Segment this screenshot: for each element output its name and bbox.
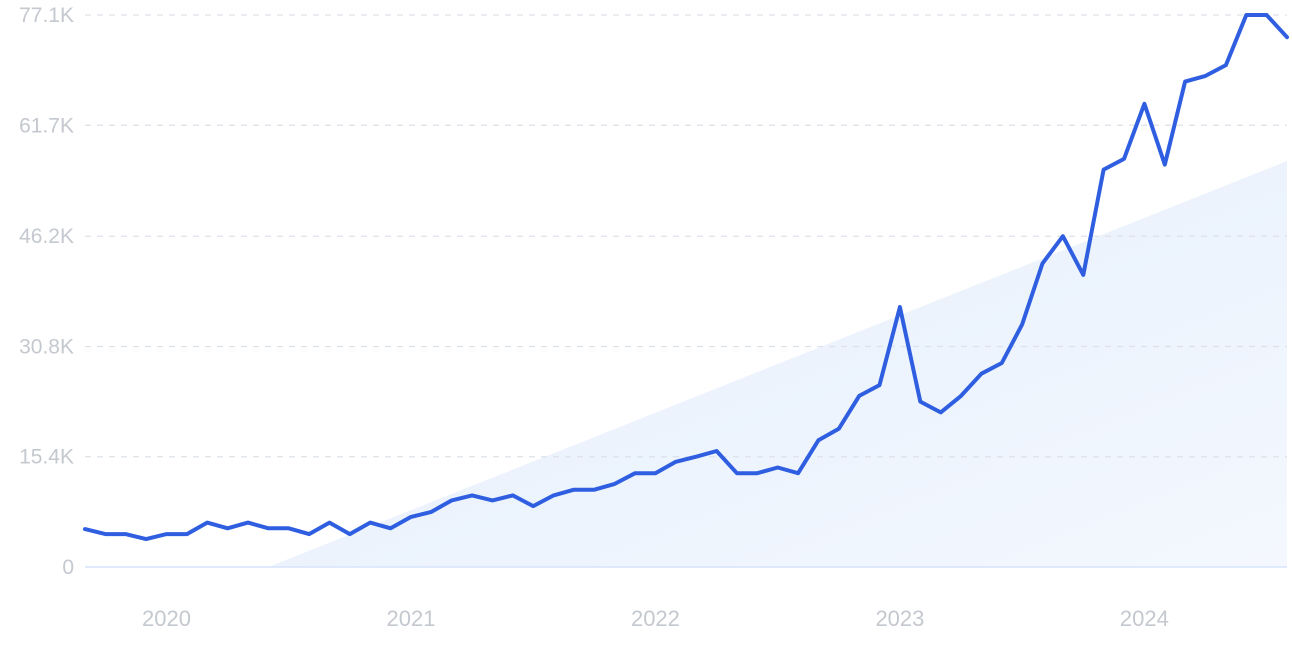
data-point [959, 394, 963, 398]
data-point [1122, 157, 1126, 161]
data-point [592, 488, 596, 492]
data-point [857, 394, 861, 398]
y-tick-label: 77.1K [19, 4, 74, 27]
data-point [939, 410, 943, 414]
data-point [1183, 80, 1187, 84]
data-point [816, 438, 820, 442]
series-line [83, 13, 1289, 542]
x-tick-label: 2024 [1120, 606, 1169, 631]
data-point [470, 493, 474, 497]
data-point [103, 532, 107, 536]
data-point [389, 526, 393, 530]
data-point [348, 532, 352, 536]
data-point [328, 521, 331, 525]
data-point [1265, 13, 1269, 17]
data-point [83, 527, 87, 531]
data-point [409, 515, 413, 519]
data-point [124, 532, 128, 536]
data-point [226, 526, 230, 530]
data-point [1102, 168, 1106, 172]
data-point [898, 305, 902, 309]
x-tick-label: 2020 [142, 606, 191, 631]
data-point [1142, 102, 1146, 106]
data-point [144, 537, 148, 541]
data-point [491, 498, 494, 502]
trend-area [268, 161, 1287, 567]
data-point [1224, 63, 1228, 67]
data-point [307, 532, 311, 536]
data-point [694, 455, 698, 459]
data-point [1081, 273, 1085, 277]
data-point [1020, 322, 1024, 326]
data-point [1163, 163, 1167, 167]
data-point [979, 372, 983, 376]
y-tick-label: 30.8K [19, 335, 74, 358]
y-tick-label: 46.2K [19, 225, 74, 248]
data-point [796, 471, 800, 475]
data-point [878, 383, 881, 387]
x-tick-label: 2021 [386, 606, 435, 631]
data-point [1244, 13, 1248, 17]
data-point [1204, 74, 1207, 78]
data-point [572, 488, 576, 492]
data-point [368, 521, 372, 525]
data-point [755, 471, 759, 475]
data-point [287, 526, 291, 530]
data-point [1061, 234, 1065, 238]
data-point [205, 521, 209, 525]
data-point [918, 400, 922, 404]
data-point [1041, 261, 1044, 265]
data-point [1000, 361, 1004, 365]
data-point [552, 493, 556, 497]
y-tick-label: 0 [62, 556, 74, 579]
data-point [266, 526, 270, 530]
data-point [674, 460, 678, 464]
data-point [1285, 35, 1289, 39]
data-point [165, 532, 168, 536]
data-point [735, 471, 739, 475]
data-point [429, 510, 433, 514]
data-point [776, 466, 780, 469]
data-point [246, 521, 250, 525]
data-point [531, 504, 535, 508]
data-point [837, 427, 841, 431]
data-point [715, 449, 719, 453]
y-tick-label: 15.4K [19, 446, 74, 469]
data-point [511, 493, 515, 497]
x-tick-label: 2023 [875, 606, 924, 631]
data-point [613, 482, 617, 486]
data-point [633, 471, 637, 475]
y-tick-label: 61.7K [19, 114, 74, 137]
data-point [185, 532, 189, 536]
x-tick-label: 2022 [631, 606, 680, 631]
data-point [450, 498, 454, 502]
data-point [653, 471, 657, 475]
